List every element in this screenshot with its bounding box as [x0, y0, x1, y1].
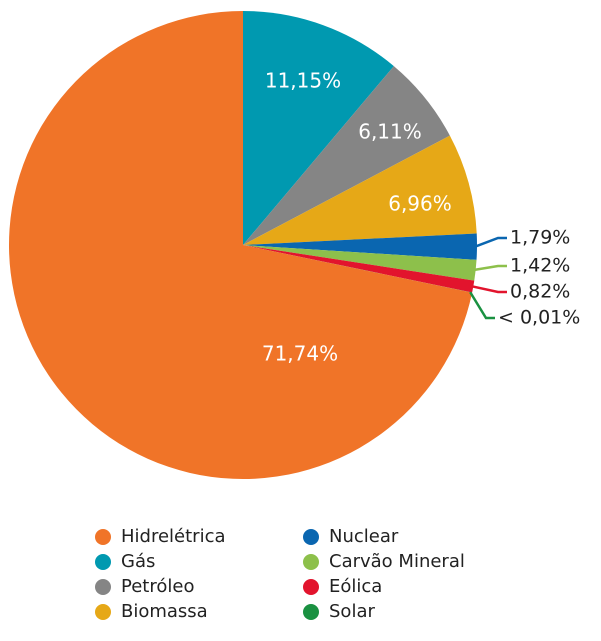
legend-label: Petróleo [121, 576, 194, 597]
legend-swatch [95, 579, 111, 595]
legend-swatch [95, 554, 111, 570]
legend-label: Eólica [329, 576, 382, 597]
leader-line [473, 264, 507, 272]
slice-label: 0,82% [510, 281, 570, 303]
slice-label: 11,15% [265, 69, 341, 93]
leader-line [471, 284, 507, 294]
legend-swatch [95, 529, 111, 545]
pie-slice [243, 245, 475, 293]
pie-slice [9, 11, 473, 480]
legend-label: Carvão Mineral [329, 551, 465, 572]
legend-label: Biomassa [121, 601, 208, 622]
slice-label: 6,96% [388, 192, 452, 216]
slice-label: 6,11% [358, 120, 422, 144]
legend-label: Hidrelétrica [121, 526, 226, 547]
pie-slice [243, 245, 473, 293]
leader-line [474, 236, 507, 248]
legend-swatch [303, 529, 319, 545]
legend-label: Solar [329, 601, 375, 622]
legend-label: Gás [121, 551, 155, 572]
legend-label: Nuclear [329, 526, 399, 547]
slice-label: 71,74% [262, 342, 338, 366]
pie-slice [243, 66, 450, 245]
slice-label: 1,42% [510, 255, 570, 277]
legend-swatch [303, 604, 319, 620]
slice-label: 1,79% [510, 227, 570, 249]
pie-slice [243, 245, 477, 281]
pie-slice [243, 135, 477, 245]
pie-slice [243, 233, 477, 260]
legend-swatch [95, 604, 111, 620]
pie-slice [243, 11, 394, 245]
legend-swatch [303, 554, 319, 570]
slice-label: < 0,01% [498, 307, 580, 329]
legend-swatch [303, 579, 319, 595]
leader-line [469, 291, 495, 320]
